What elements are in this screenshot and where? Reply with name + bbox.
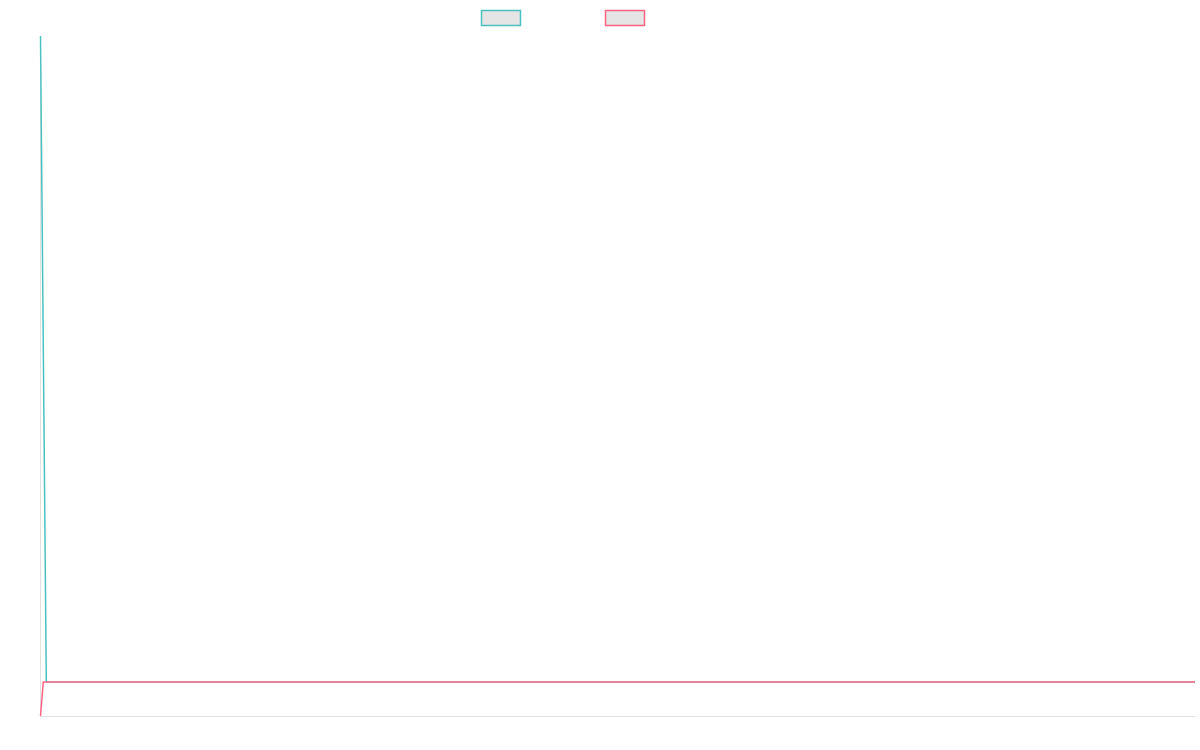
- legend-swatch-2[interactable]: [604, 9, 646, 27]
- series-line-1: [39, 35, 1195, 683]
- legend[interactable]: [480, 9, 646, 27]
- legend-swatch-1[interactable]: [480, 9, 522, 27]
- series-line-2: [39, 681, 1195, 717]
- series-group: [39, 35, 1195, 717]
